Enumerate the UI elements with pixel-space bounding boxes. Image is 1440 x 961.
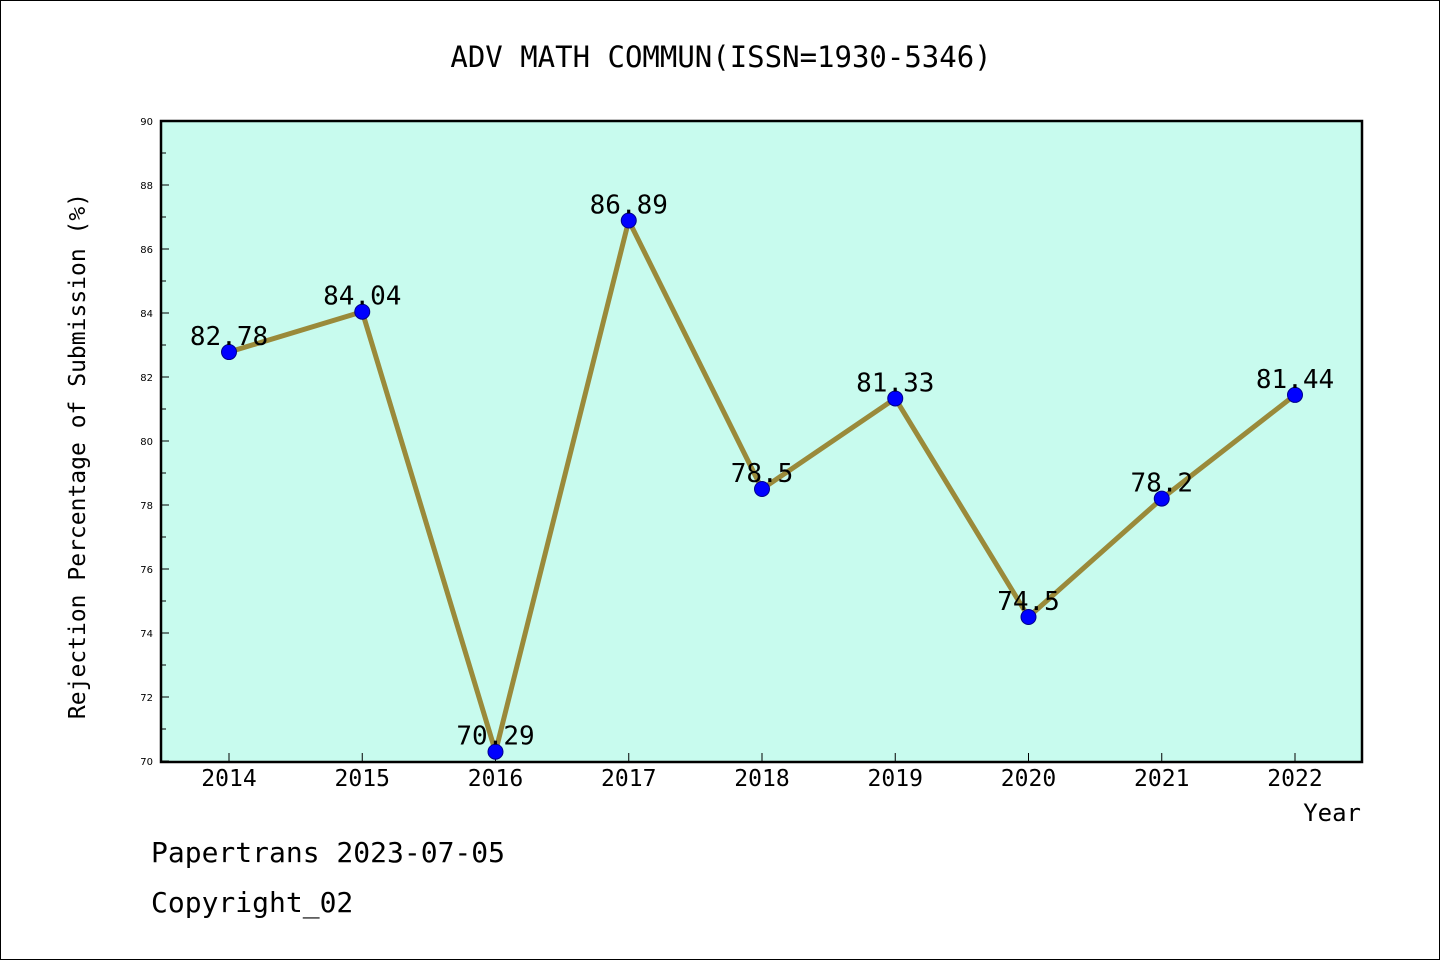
y-tick-label: 70: [140, 757, 153, 768]
data-point: [354, 303, 371, 320]
y-tick-label: 86: [140, 245, 153, 256]
data-point: [221, 344, 237, 361]
x-tick-label: 2020: [1001, 766, 1056, 792]
y-axis: 70 72 74 76 78 80 82 84 86 88 90: [140, 117, 169, 768]
x-tick-label: 2017: [601, 766, 656, 792]
data-label: 84.04: [323, 282, 401, 312]
data-label: 82.78: [190, 322, 268, 352]
y-tick-label: 72: [140, 693, 153, 704]
x-tick-label: 2022: [1267, 766, 1322, 792]
data-label: 86.89: [590, 191, 668, 221]
data-label: 81.44: [1256, 365, 1334, 395]
data-point: [1153, 490, 1170, 507]
data-point: [620, 212, 637, 229]
x-tick-label: 2021: [1134, 766, 1189, 792]
data-label: 81.33: [856, 368, 934, 398]
y-tick-label: 82: [140, 373, 153, 384]
data-point: [754, 481, 770, 497]
y-tick-label: 84: [140, 309, 153, 320]
series-line-group: 82.78 84.04 70.29 86.89 78.5 81.33 74.5 78.2 81.…: [190, 191, 1334, 760]
data-point: [487, 743, 504, 760]
data-label: 70.29: [456, 722, 534, 752]
y-tick-label: 90: [140, 117, 153, 128]
y-tick-label: 76: [140, 565, 153, 576]
data-point: [887, 390, 904, 407]
y-tick-label: 80: [140, 437, 153, 448]
x-tick-label: 2014: [201, 766, 256, 792]
plot-area: [159, 119, 1364, 764]
data-label: 78.5: [731, 459, 794, 489]
x-tick-label: 2016: [468, 766, 523, 792]
y-axis-label: Rejection Percentage of Submission (%): [65, 193, 91, 719]
data-label: 74.5: [997, 587, 1060, 617]
footer-copyright: Copyright_02: [151, 886, 354, 919]
y-tick-label: 78: [140, 501, 153, 512]
data-label: 78.2: [1130, 469, 1193, 499]
data-point: [1020, 609, 1037, 625]
y-tick-label: 74: [140, 629, 153, 640]
footer-date: Papertrans 2023-07-05: [151, 836, 506, 869]
x-axis-label: Year: [1303, 799, 1361, 827]
x-axis: 2014 2015 2016 2017 2018 2019 2020 2021 2022: [201, 753, 1323, 792]
x-tick-label: 2018: [734, 766, 789, 792]
y-tick-label: 88: [140, 181, 153, 192]
x-tick-label: 2019: [868, 766, 923, 792]
x-tick-label: 2015: [335, 766, 390, 792]
data-point: [1287, 386, 1303, 403]
chart-title: ADV MATH COMMUN(ISSN=1930-5346): [450, 40, 991, 74]
